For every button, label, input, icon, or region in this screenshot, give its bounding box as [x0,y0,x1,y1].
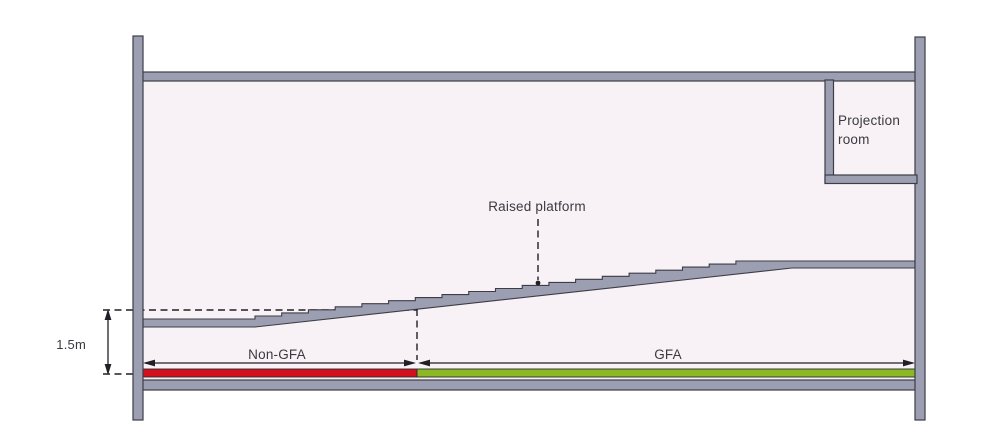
raised-platform-label: Raised platform [488,199,586,214]
projection-room-left-wall [824,79,835,184]
height-dimension-label: 1.5m [56,337,86,352]
projection-room-floor [824,174,918,185]
non-gfa-arrowhead-right [404,359,416,367]
floor-slab [137,379,921,391]
gfa-arrowhead-right [903,359,915,367]
gfa-label: GFA [654,347,682,362]
gfa-bar [416,368,916,378]
gfa-arrowhead-left [418,359,430,367]
height-arrowhead-up [104,309,112,320]
non-gfa-label: Non-GFA [248,347,306,362]
leader-endpoint-dot [535,280,541,286]
left-wall [132,35,144,421]
right-wall [914,36,926,421]
non-gfa-bar [142,368,418,378]
projection-room-label: Projection room [838,113,901,147]
ceiling-slab [137,71,921,82]
raised-platform-shape [142,260,916,328]
height-arrowhead-down [104,364,112,375]
non-gfa-arrowhead-left [143,359,155,367]
auditorium-interior [143,81,915,380]
